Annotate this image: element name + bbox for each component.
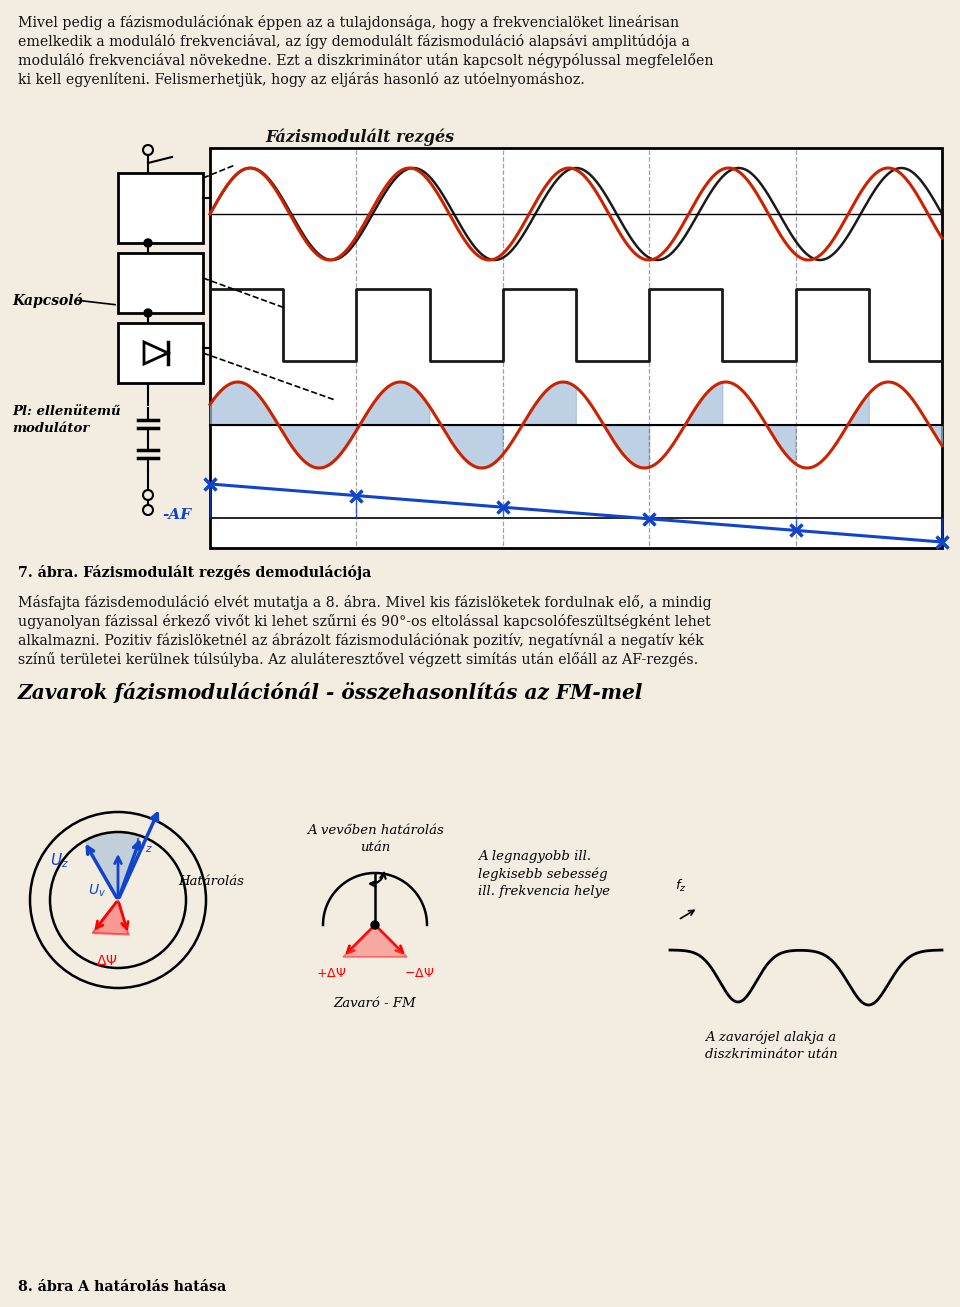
Text: A zavarójel alakja a
diszkriminátor után: A zavarójel alakja a diszkriminátor után (705, 1030, 838, 1061)
Circle shape (144, 308, 152, 318)
Bar (118, 323, 203, 383)
Bar (118, 254, 203, 312)
Text: Pl: ellenütemű
modulátor: Pl: ellenütemű modulátor (12, 405, 121, 435)
Text: 7. ábra. Fázismodulált rezgés demodulációja: 7. ábra. Fázismodulált rezgés demoduláci… (18, 565, 372, 580)
Text: Zavarok fázismodulációnál - összehasonlítás az FM-mel: Zavarok fázismodulációnál - összehasonlí… (18, 682, 643, 703)
Text: $-\Delta\Psi$: $-\Delta\Psi$ (404, 967, 434, 980)
Text: Fázismodulált rezgés: Fázismodulált rezgés (265, 128, 454, 145)
Text: A legnagyobb ill.
legkisebb sebesség
ill. frekvencia helye: A legnagyobb ill. legkisebb sebesség ill… (478, 851, 610, 898)
Text: moduláló frekvenciával növekedne. Ezt a diszkriminátor után kapcsolt négypólussa: moduláló frekvenciával növekedne. Ezt a … (18, 54, 713, 68)
Text: A vevőben határolás
után: A vevőben határolás után (306, 823, 444, 853)
Polygon shape (343, 925, 407, 957)
Text: színű területei kerülnek túlsúlyba. Az aluláteresztővel végzett simítás után elő: színű területei kerülnek túlsúlyba. Az a… (18, 652, 698, 667)
Text: $U_z$: $U_z$ (134, 836, 153, 855)
Text: Zavarό - FM: Zavarό - FM (334, 997, 417, 1010)
Text: ugyanolyan fázissal érkező vivőt ki lehet szűrni és 90°-os eltolással kapcsolófe: ugyanolyan fázissal érkező vivőt ki lehe… (18, 614, 710, 629)
Text: Kapcsoló: Kapcsoló (12, 293, 83, 307)
Text: Határolás: Határolás (178, 874, 244, 887)
Text: $f_z$: $f_z$ (675, 878, 686, 894)
Bar (210, 148, 942, 548)
Text: $U_z$: $U_z$ (50, 851, 69, 869)
Text: $\Delta\Psi$: $\Delta\Psi$ (96, 954, 118, 968)
Polygon shape (84, 833, 141, 901)
Polygon shape (92, 901, 129, 935)
Text: Másfajta fázisdemoduláció elvét mutatja a 8. ábra. Mivel kis fázislöketek fordul: Másfajta fázisdemoduláció elvét mutatja … (18, 595, 711, 610)
Text: 90°: 90° (148, 295, 172, 308)
Text: alkalmazni. Pozitiv fázislöketnél az ábrázolt fázismodulációnak pozitív, negatív: alkalmazni. Pozitiv fázislöketnél az ábr… (18, 633, 704, 648)
Text: 8. ábra A határolás hatása: 8. ábra A határolás hatása (18, 1280, 227, 1294)
Circle shape (144, 239, 152, 247)
Bar (118, 173, 203, 243)
Text: $\xi f_v$: $\xi f_v$ (170, 200, 190, 217)
Text: emelkedik a moduláló frekvenciával, az így demodulált fázismoduláció alapsávi am: emelkedik a moduláló frekvenciával, az í… (18, 34, 690, 48)
Text: $U_v$: $U_v$ (88, 884, 106, 899)
Text: Mivel pedig a fázismodulációnak éppen az a tulajdonsága, hogy a frekvencialöket : Mivel pedig a fázismodulációnak éppen az… (18, 14, 679, 30)
Text: -AF: -AF (162, 508, 191, 521)
Text: $+\Delta\Psi$: $+\Delta\Psi$ (316, 967, 346, 980)
Text: ki kell egyenlíteni. Felismerhetjük, hogy az eljárás hasonló az utóelnyomáshoz.: ki kell egyenlíteni. Felismerhetjük, hog… (18, 72, 585, 88)
Circle shape (371, 921, 379, 929)
